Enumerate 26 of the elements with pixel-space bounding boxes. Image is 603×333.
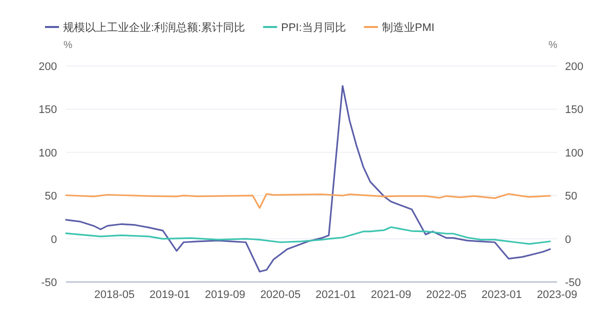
xtick: 2019-09 bbox=[204, 289, 246, 301]
ytick: 0 bbox=[50, 234, 57, 246]
ytick: 150 bbox=[38, 104, 57, 116]
xtick: 2019-01 bbox=[150, 289, 190, 301]
y2tick: 0 bbox=[565, 234, 572, 246]
legend: PPI:当月同比 bbox=[281, 22, 346, 34]
xtick: 2021-01 bbox=[316, 289, 356, 301]
y2tick: -50 bbox=[565, 277, 581, 289]
xtick: 2022-05 bbox=[426, 289, 467, 301]
xtick: 2023-01 bbox=[482, 289, 522, 301]
y2label: % bbox=[548, 40, 558, 51]
legend: 规模以上工业企业:利润总额:累计同比 bbox=[63, 22, 246, 34]
xtick: 2023-09 bbox=[536, 289, 578, 301]
y2tick: 200 bbox=[565, 61, 584, 73]
ytick: 50 bbox=[44, 190, 57, 203]
ytick: 100 bbox=[38, 147, 57, 160]
ylabel: % bbox=[64, 40, 72, 51]
y2tick: 100 bbox=[565, 147, 584, 160]
ytick: 200 bbox=[38, 61, 57, 73]
ytick: -50 bbox=[41, 277, 57, 289]
xtick: 2018-05 bbox=[94, 289, 135, 301]
legend: 制造业PMI bbox=[382, 22, 434, 34]
y2tick: 50 bbox=[565, 190, 578, 203]
xtick: 2021-09 bbox=[370, 289, 412, 301]
xtick: 2020-05 bbox=[260, 289, 301, 301]
y2tick: 150 bbox=[565, 104, 584, 116]
